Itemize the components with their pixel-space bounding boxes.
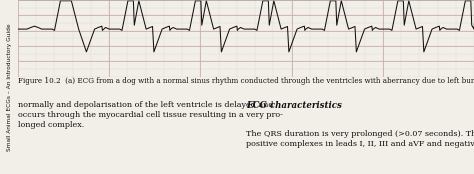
- Text: The QRS duration is very prolonged (>0.07 seconds). There are
positive complexes: The QRS duration is very prolonged (>0.0…: [246, 130, 474, 148]
- Text: Small Animal ECGs – An Introductory Guide: Small Animal ECGs – An Introductory Guid…: [7, 23, 11, 151]
- Text: normally and depolarisation of the left ventricle is delayed and
occurs through : normally and depolarisation of the left …: [18, 101, 283, 129]
- Text: Figure 10.2  (a) ECG from a dog with a normal sinus rhythm conducted through the: Figure 10.2 (a) ECG from a dog with a no…: [18, 77, 474, 85]
- Text: ECG characteristics: ECG characteristics: [246, 101, 342, 110]
